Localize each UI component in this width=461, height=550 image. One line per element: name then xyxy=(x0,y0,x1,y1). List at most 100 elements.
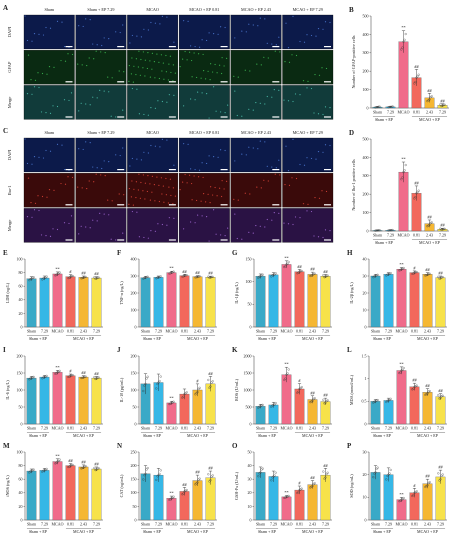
column-header: MCAO + EP 0.81 xyxy=(189,7,219,12)
cell-signal xyxy=(264,226,266,228)
micrograph-tile xyxy=(178,173,230,208)
cell-signal xyxy=(186,182,188,184)
data-point xyxy=(172,270,175,273)
data-point xyxy=(375,274,378,277)
cell-signal xyxy=(115,116,117,118)
cell-signal xyxy=(130,73,132,75)
cell-signal xyxy=(202,53,204,56)
cell-signal xyxy=(139,197,141,199)
data-point xyxy=(67,277,70,280)
cell-signal xyxy=(34,79,37,81)
y-axis-label: IL-2β (ng/L) xyxy=(349,282,354,304)
data-point xyxy=(386,273,389,276)
y-tick-label: 100 xyxy=(131,307,137,312)
cell-signal xyxy=(95,173,97,175)
cell-signal xyxy=(264,141,266,143)
cell-signal xyxy=(111,200,113,202)
y-tick-label: 300 xyxy=(363,50,369,55)
x-tick-label: 7.29 xyxy=(270,426,277,431)
cell-signal xyxy=(82,25,84,28)
significance-mark: ** xyxy=(399,492,403,497)
cell-signal xyxy=(203,70,205,72)
data-point xyxy=(390,229,393,232)
cell-signal xyxy=(191,182,193,185)
x-tick-label: 2.43 xyxy=(424,329,431,334)
group-label: Sham + EP xyxy=(143,336,162,341)
cell-signal xyxy=(224,149,226,152)
cell-signal xyxy=(162,62,164,64)
data-point xyxy=(297,271,300,274)
cell-signal xyxy=(295,54,298,57)
cell-signal xyxy=(287,47,290,49)
x-tick-label: 2.43 xyxy=(194,329,201,334)
x-tick-label: 2.43 xyxy=(424,522,431,527)
data-point xyxy=(208,480,211,483)
panel-letter-M: M xyxy=(3,442,10,450)
panel-letter-P: P xyxy=(347,442,352,450)
data-point xyxy=(323,276,326,279)
bar xyxy=(26,278,37,328)
cell-signal xyxy=(315,158,317,160)
data-point xyxy=(69,464,72,467)
cell-signal xyxy=(302,80,305,82)
data-point xyxy=(207,473,210,476)
cell-signal xyxy=(329,144,331,147)
cell-signal xyxy=(131,34,133,37)
data-point xyxy=(31,376,34,379)
cell-signal xyxy=(31,163,33,165)
data-point xyxy=(196,391,199,394)
cell-signal xyxy=(205,201,207,203)
cell-signal xyxy=(274,50,276,52)
cell-signal xyxy=(89,18,91,21)
scale-bar xyxy=(220,204,228,206)
cell-signal xyxy=(273,212,275,214)
row-label: Merge xyxy=(7,97,12,109)
cell-signal xyxy=(110,115,112,117)
data-point xyxy=(93,466,96,469)
bar xyxy=(26,470,37,521)
data-point xyxy=(298,387,301,391)
significance-mark: # xyxy=(298,378,301,383)
significance-mark: ## xyxy=(310,390,315,395)
data-point xyxy=(374,229,377,232)
data-point xyxy=(388,398,391,402)
cell-signal xyxy=(135,58,137,60)
y-tick-label: 60 xyxy=(19,477,23,482)
bar xyxy=(422,483,433,521)
data-point xyxy=(376,106,379,109)
group-label: MCAO + EP xyxy=(73,336,95,341)
cell-signal xyxy=(325,190,328,193)
cell-signal xyxy=(199,169,201,171)
x-tick-label: 7.29 xyxy=(155,426,162,431)
data-point xyxy=(30,469,33,473)
cell-signal xyxy=(324,144,327,146)
cell-signal xyxy=(78,110,80,112)
cell-signal xyxy=(266,42,268,44)
y-tick-label: 200 xyxy=(131,353,137,358)
data-point xyxy=(159,469,162,472)
cell-signal xyxy=(161,15,163,17)
cell-signal xyxy=(70,215,73,217)
cell-signal xyxy=(314,196,316,199)
y-tick-label: 0 xyxy=(250,324,252,329)
data-point xyxy=(427,224,430,227)
cell-signal xyxy=(30,79,32,81)
cell-signal xyxy=(52,228,54,230)
cell-signal xyxy=(115,154,117,156)
cell-signal xyxy=(294,216,297,218)
data-point xyxy=(83,465,86,468)
data-point xyxy=(97,376,100,379)
cell-signal xyxy=(45,26,47,29)
data-point xyxy=(426,100,429,103)
cell-signal xyxy=(200,200,202,202)
data-point xyxy=(439,103,442,106)
y-tick-label: 500 xyxy=(363,136,369,141)
significance-mark: ## xyxy=(427,88,432,93)
cell-signal xyxy=(187,143,189,145)
cell-signal xyxy=(321,67,323,69)
data-point xyxy=(400,498,403,501)
cell-signal xyxy=(249,193,251,195)
x-tick-label: 0.81 xyxy=(296,426,303,431)
cell-signal xyxy=(27,177,30,179)
cell-signal xyxy=(257,148,259,150)
